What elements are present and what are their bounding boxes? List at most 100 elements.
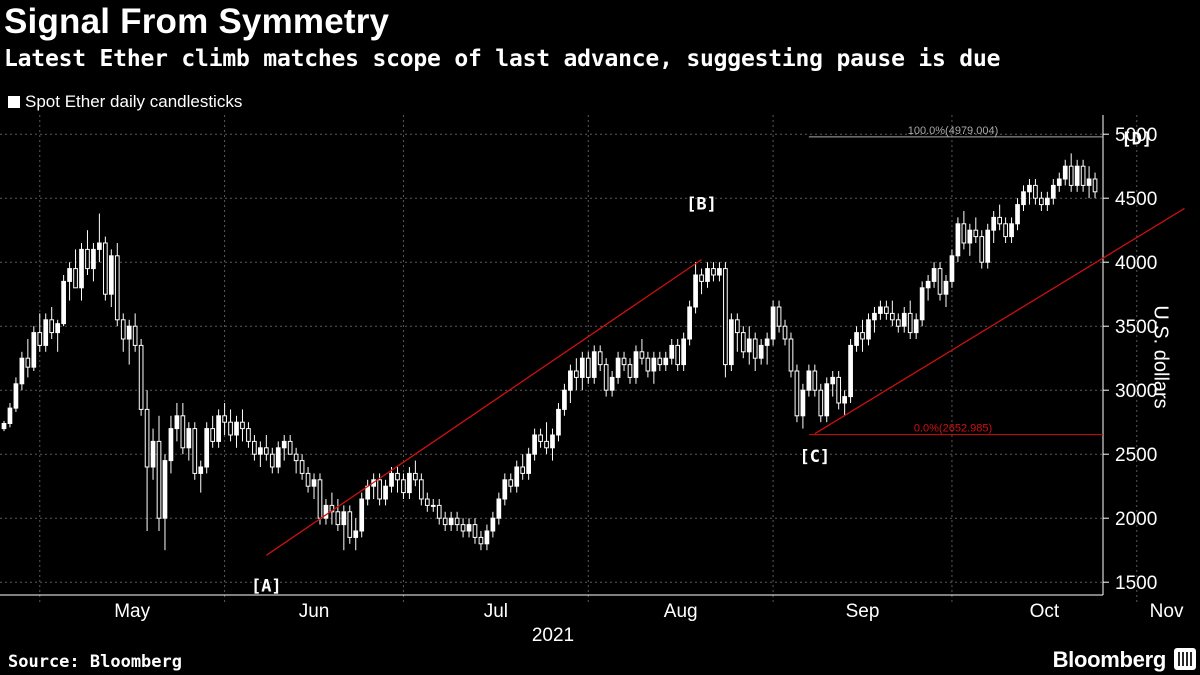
candle-body [1015,204,1020,225]
legend-swatch [8,96,20,108]
candle-body [872,312,877,321]
candle-body [263,447,269,455]
candle-body [776,306,782,327]
candle-body [401,479,406,494]
candle-body [895,319,901,327]
candle-body [764,338,770,346]
candle-body [174,415,180,430]
candle-body [311,479,317,487]
x-tick-label: Sep [846,601,880,622]
candle-body [985,229,991,263]
candle-body [556,408,561,436]
y-tick-label: 3000 [1115,381,1157,402]
candle-body [889,312,895,321]
candle-body [1027,184,1032,193]
candle-body [812,370,818,391]
candle-body [198,466,204,474]
candle-body [430,504,436,507]
candle-body [609,376,615,391]
candle-body [800,389,806,417]
trendline-a-b [265,259,702,556]
candle-body [496,498,502,519]
candle-body [884,306,889,314]
candle-body [788,338,794,372]
candle-body [240,421,245,430]
candle-body [478,536,484,545]
candle-body [1039,197,1044,206]
candle-body [73,268,78,289]
candle-body [418,479,424,500]
fib-level-label: 100.0%(4979.004) [908,125,999,137]
candle-body [347,511,353,538]
candle-body [103,242,108,295]
candle-body [13,383,19,409]
candle-body [442,517,448,526]
candle-body [532,434,537,455]
candle-body [1033,184,1038,199]
point-label: [B] [686,195,717,215]
point-label: [C] [799,447,830,467]
candle-body [973,229,979,238]
candle-body [729,319,734,366]
candle-body [19,357,25,385]
candle-body [1092,178,1098,193]
y-tick-label: 4500 [1115,189,1157,210]
candle-body [573,370,579,378]
candle-body [61,280,66,325]
candle-body [943,280,949,295]
candle-body [1050,184,1056,199]
candle-body [91,248,96,270]
candle-body [79,248,84,289]
candle-body [562,389,567,410]
candle-body [663,357,669,366]
candle-body [526,453,532,474]
candle-body [120,319,126,340]
candle-body [37,332,43,346]
candle-body [323,504,329,519]
candle-body [67,268,72,282]
candle-body [114,255,120,321]
candle-body [299,460,305,474]
candle-body [335,511,341,526]
candle-body [413,472,418,481]
candle-body [436,504,442,519]
candle-body [472,524,478,538]
brand-logo-text: Bloomberg [1052,647,1167,672]
candle-body [842,396,847,404]
candle-body [878,306,883,314]
candle-body [568,370,573,391]
candle-body [252,440,257,455]
candle-body [204,428,210,468]
candle-body [138,344,144,410]
candle-body [937,268,943,295]
candle-body [162,460,168,519]
candle-body [490,517,496,532]
x-tick-label: Aug [664,601,698,622]
candle-body [210,428,216,442]
candle-body [746,338,752,353]
candle-body [234,421,239,436]
candle-body [544,440,549,449]
candle-body [1086,178,1092,186]
trendline-c-d [814,207,1185,435]
candle-body [848,344,853,398]
candle-body [669,344,675,359]
candle-body [222,415,227,423]
y-tick-label: 3500 [1115,317,1157,338]
candle-body [246,428,251,442]
candle-body [806,370,812,391]
candle-body [693,274,698,308]
candle-body [1056,178,1062,186]
candle-body [770,306,776,340]
candle-body [293,453,299,462]
candle-body [633,351,639,378]
candle-body [108,255,114,295]
candle-body [961,223,967,244]
candle-body [794,370,800,417]
candle-body [1044,197,1050,206]
candle-body [520,466,526,474]
y-tick-label: 5000 [1115,125,1157,146]
candle-body [711,268,716,276]
candle-body [1003,223,1008,238]
candle-body [132,325,138,346]
